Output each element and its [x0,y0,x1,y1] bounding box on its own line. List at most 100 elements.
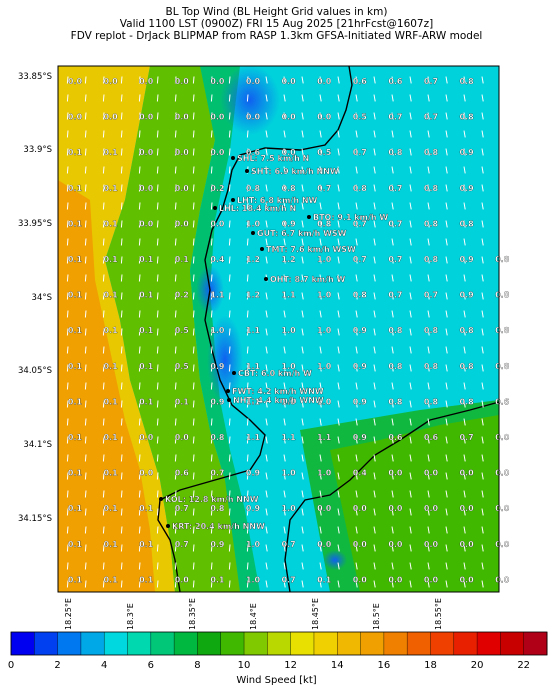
wind-arrow [337,274,340,282]
wind-arrow [409,202,412,210]
wind-arrow [409,418,412,426]
wind-arrow [463,454,466,462]
wind-arrow [120,454,123,462]
wind-arrow [283,94,286,102]
grid-value-label: 0.4 [353,469,368,478]
grid-value-label: 0.8 [460,397,475,406]
wind-arrow [120,274,123,282]
wind-arrow [283,184,286,192]
wind-arrow [84,202,87,210]
wind-arrow [481,238,484,246]
wind-arrow [246,346,249,354]
colorbar-tick-label: 20 [470,660,484,671]
wind-arrow [174,562,177,570]
wind-arrow [102,436,105,444]
wind-arrow [319,436,322,444]
wind-arrow [102,580,105,588]
wind-arrow [120,148,123,156]
wind-arrow [301,274,304,282]
wind-arrow [138,544,141,552]
grid-value-label: 0.1 [68,575,83,584]
wind-arrow [283,148,286,156]
wind-arrow [102,400,105,408]
wind-arrow [120,76,123,84]
wind-arrow [66,202,69,210]
wind-arrow [138,508,141,516]
wind-arrow [228,436,231,444]
grid-value-label: 0.0 [282,77,297,86]
grid-value-label: 0.8 [424,148,439,157]
grid-value-label: 0.7 [282,575,296,584]
wind-arrow [373,76,376,84]
grid-value-label: 0.8 [388,397,403,406]
grid-value-label: 0.1 [104,255,119,264]
colorbar-swatch [11,632,35,655]
wind-arrow [319,292,322,300]
grid-value-label: 0.0 [388,540,403,549]
station-marker [159,497,163,501]
wind-arrow [463,562,466,570]
wind-arrow [427,76,430,84]
wind-arrow [66,112,69,120]
wind-arrow [192,76,195,84]
wind-arrow [301,364,304,372]
wind-arrow [355,346,358,354]
wind-arrow [463,220,466,228]
colorbar-tick-label: 12 [284,660,298,671]
wind-arrow [120,256,123,264]
colorbar-swatch [127,632,152,655]
wind-arrow [391,508,394,516]
wind-arrow [409,130,412,138]
wind-arrow [319,238,322,246]
wind-arrow [427,148,430,156]
wind-arrow [265,148,268,156]
wind-arrow [84,328,87,336]
colorbar-tick-label: 14 [330,660,344,671]
station-marker [251,231,255,235]
grid-value-label: 0.1 [104,433,119,442]
wind-arrow [391,310,394,318]
wind-arrow [319,94,322,102]
wind-arrow [409,490,412,498]
wind-arrow [265,562,268,570]
wind-arrow [228,328,231,336]
wind-arrow [120,310,123,318]
wind-arrow [265,490,268,498]
wind-arrow [373,112,376,120]
wind-arrow [138,346,141,354]
wind-arrow [481,94,484,102]
grid-value-label: 0.1 [68,469,83,478]
wind-arrow [355,382,358,390]
latitude-label: 33.9°S [23,145,52,155]
grid-value-label: 0.7 [353,255,367,264]
wind-arrow [84,454,87,462]
wind-arrow [120,292,123,300]
wind-arrow [355,400,358,408]
wind-arrow [66,526,69,534]
wind-arrow [120,562,123,570]
wind-arrow [120,418,123,426]
wind-arrow [156,310,159,318]
wind-arrow [156,508,159,516]
grid-value-label: 1.0 [282,397,297,406]
wind-arrow [391,292,394,300]
colorbar-swatch [150,632,175,655]
wind-arrow [156,184,159,192]
wind-arrow [283,472,286,480]
wind-arrow [102,508,105,516]
wind-arrow [481,148,484,156]
grid-value-label: 0.7 [175,540,189,549]
station-label: KOL: 12.8 km/h NNW [165,495,259,504]
wind-arrow [409,94,412,102]
wind-arrow [174,544,177,552]
wind-arrow [156,400,159,408]
wind-arrow [481,472,484,480]
wind-arrow [481,436,484,444]
wind-arrow [427,544,430,552]
grid-value-label: 0.1 [68,504,83,513]
wind-arrow [427,130,430,138]
grid-value-label: 0.6 [175,469,190,478]
grid-value-label: 0.8 [388,362,403,371]
wind-arrow [427,400,430,408]
wind-arrow [481,130,484,138]
